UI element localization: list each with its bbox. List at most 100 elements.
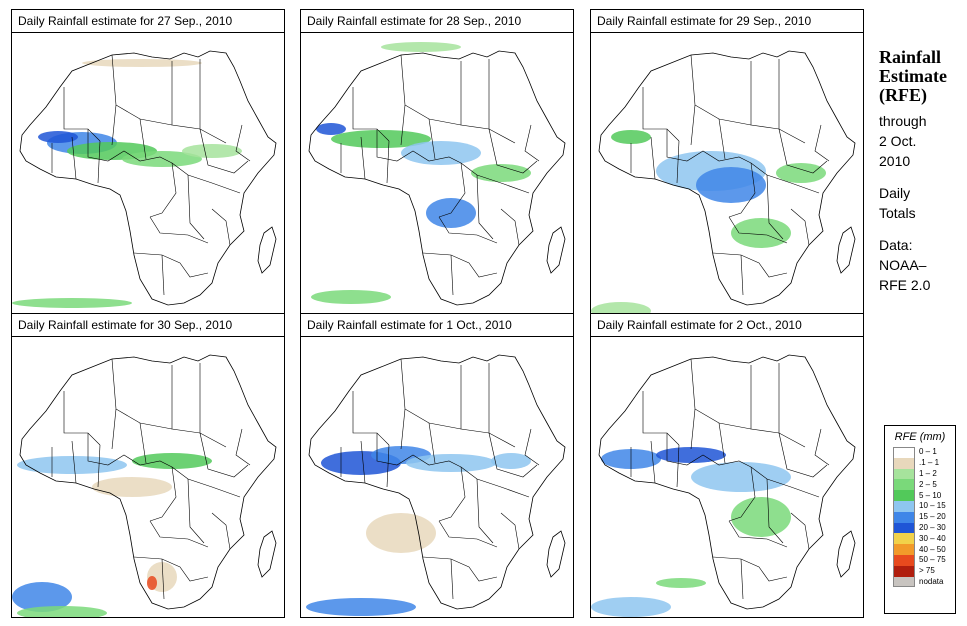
panel-title: Daily Rainfall estimate for 1 Oct., 2010 xyxy=(300,313,574,337)
country-border xyxy=(460,61,490,130)
africa-map xyxy=(300,32,574,314)
country-border xyxy=(352,87,390,142)
country-border xyxy=(690,408,696,450)
legend-row: 15 – 20 xyxy=(893,511,955,523)
rainfall-area xyxy=(38,131,78,143)
legend-swatch xyxy=(893,457,915,469)
legend-swatch xyxy=(893,576,915,588)
rainfall-area xyxy=(731,497,791,537)
country-border xyxy=(778,128,828,174)
panel-title: Daily Rainfall estimate for 29 Sep., 201… xyxy=(590,9,864,33)
coastline xyxy=(308,354,566,610)
legend-row: 2 – 5 xyxy=(893,479,955,491)
rainfall-area xyxy=(691,462,791,492)
country-border xyxy=(460,466,530,498)
rainfall-area xyxy=(331,130,431,148)
period-label: Daily Totals xyxy=(879,185,916,221)
country-border xyxy=(360,136,366,180)
country-border xyxy=(199,128,249,174)
country-border xyxy=(149,216,209,244)
coastline xyxy=(546,530,566,578)
country-border xyxy=(376,433,462,468)
country-border xyxy=(400,54,462,126)
legend-swatch xyxy=(893,522,915,534)
legend-label: nodata xyxy=(919,576,944,586)
coastline xyxy=(257,226,277,274)
country-border xyxy=(400,358,462,430)
country-border xyxy=(778,59,806,144)
map-canvas xyxy=(308,42,566,306)
rainfall-area xyxy=(591,597,671,617)
country-border xyxy=(199,432,249,478)
map-panel: Daily Rainfall estimate for 29 Sep., 201… xyxy=(590,9,864,314)
legend-swatch xyxy=(893,544,915,555)
country-border xyxy=(666,129,752,164)
country-border xyxy=(476,174,494,240)
country-border xyxy=(460,365,490,434)
country-border xyxy=(111,408,117,450)
panel-title: Daily Rainfall estimate for 30 Sep., 201… xyxy=(11,313,285,337)
country-border xyxy=(63,391,101,446)
rainfall-area xyxy=(731,218,791,248)
country-border xyxy=(161,558,165,600)
country-border xyxy=(149,520,209,548)
rainfall-area xyxy=(401,141,481,165)
country-border xyxy=(728,520,788,548)
legend-row: 1 – 2 xyxy=(893,468,955,480)
country-border xyxy=(171,365,201,434)
legend-label: 5 – 10 xyxy=(919,490,942,500)
legend-label: 15 – 20 xyxy=(919,512,946,522)
country-border xyxy=(750,61,780,130)
country-border xyxy=(438,216,498,244)
country-border xyxy=(211,208,231,246)
country-border xyxy=(488,128,538,174)
country-border xyxy=(766,478,784,544)
country-border xyxy=(428,118,436,160)
map-canvas xyxy=(12,354,277,617)
country-border xyxy=(63,87,101,142)
sidebar: Rainfall Estimate (RFE) through 2 Oct. 2… xyxy=(879,48,965,295)
rainfall-area xyxy=(591,302,651,313)
coastline xyxy=(836,226,856,274)
country-border xyxy=(790,208,810,246)
country-border xyxy=(235,428,251,466)
end-date: 2 Oct. 2010 xyxy=(879,133,917,169)
country-border xyxy=(488,363,516,448)
coastline xyxy=(598,50,856,306)
country-border xyxy=(187,174,205,240)
africa-map xyxy=(11,336,285,618)
legend-label: .1 – 1 xyxy=(919,458,940,468)
coastline xyxy=(19,50,277,306)
legend-row: .1 – 1 xyxy=(893,457,955,469)
country-border xyxy=(97,140,101,184)
country-border xyxy=(97,444,101,488)
country-border xyxy=(171,466,241,498)
country-border xyxy=(161,254,165,296)
country-border xyxy=(199,363,227,448)
map-panel: Daily Rainfall estimate for 30 Sep., 201… xyxy=(11,313,285,618)
country-border xyxy=(111,54,173,126)
country-border xyxy=(690,54,752,126)
legend-label: 0 – 1 xyxy=(919,447,937,457)
country-border xyxy=(111,104,117,146)
data-source: NOAA–RFE 2.0 xyxy=(879,257,931,293)
rainfall-area xyxy=(696,167,766,203)
country-border xyxy=(712,252,788,278)
country-border xyxy=(450,254,454,296)
country-border xyxy=(139,422,147,464)
country-border xyxy=(778,432,828,478)
country-border xyxy=(149,162,177,218)
rainfall-area xyxy=(17,456,127,474)
country-border xyxy=(728,466,756,522)
coastline xyxy=(308,50,566,306)
coastline xyxy=(257,530,277,578)
country-border xyxy=(87,433,173,468)
country-border xyxy=(750,466,820,498)
rainfall-area xyxy=(147,576,157,590)
coastline xyxy=(546,226,566,274)
country-border xyxy=(778,363,806,448)
country-border xyxy=(111,358,173,430)
africa-map xyxy=(300,336,574,618)
country-border xyxy=(235,124,251,162)
